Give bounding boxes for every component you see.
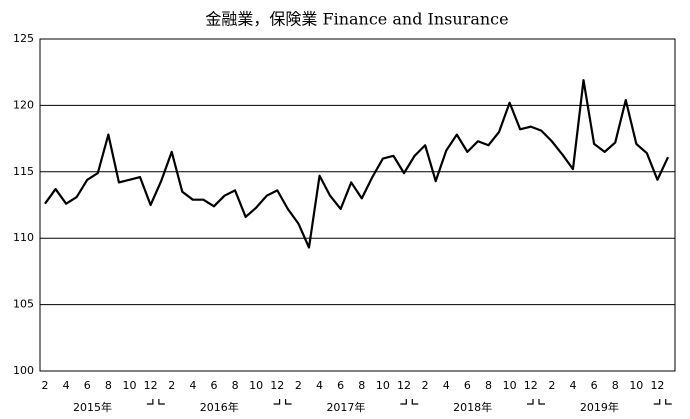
y-tick-label: 105 xyxy=(13,298,34,311)
year-separator xyxy=(653,399,672,405)
x-tick-label: 8 xyxy=(485,379,492,392)
x-tick-label: 6 xyxy=(337,379,344,392)
x-tick-label: 10 xyxy=(629,379,643,392)
chart-title: 金融業，保険業 Finance and Insurance xyxy=(205,10,508,29)
year-separator xyxy=(527,399,546,405)
y-tick-label: 125 xyxy=(13,32,34,45)
y-tick-label: 115 xyxy=(13,165,34,178)
year-label: 2016年 xyxy=(200,400,239,414)
x-tick-label: 12 xyxy=(144,379,158,392)
year-separator xyxy=(146,399,165,405)
x-tick-label: 8 xyxy=(105,379,112,392)
x-tick-label: 12 xyxy=(270,379,284,392)
x-tick-label: 10 xyxy=(503,379,517,392)
x-tick-label: 4 xyxy=(63,379,70,392)
x-tick-label: 8 xyxy=(232,379,239,392)
year-label: 2017年 xyxy=(326,400,365,414)
x-tick-label: 6 xyxy=(84,379,91,392)
x-tick-label: 4 xyxy=(443,379,450,392)
x-tick-label: 4 xyxy=(189,379,196,392)
year-separator xyxy=(400,399,419,405)
x-tick-label: 2 xyxy=(422,379,429,392)
year-separator xyxy=(273,399,292,405)
y-tick-label: 110 xyxy=(13,231,34,244)
data-line xyxy=(44,79,669,249)
x-tick-label: 12 xyxy=(650,379,664,392)
x-tick-label: 6 xyxy=(464,379,471,392)
year-label: 2019年 xyxy=(580,400,619,414)
x-tick-label: 8 xyxy=(358,379,365,392)
y-tick-label: 100 xyxy=(13,364,34,377)
x-tick-label: 10 xyxy=(122,379,136,392)
x-tick-label: 10 xyxy=(376,379,390,392)
x-tick-label: 12 xyxy=(524,379,538,392)
x-tick-label: 2 xyxy=(295,379,302,392)
x-tick-label: 4 xyxy=(569,379,576,392)
x-tick-label: 4 xyxy=(316,379,323,392)
x-tick-label: 12 xyxy=(397,379,411,392)
x-tick-label: 8 xyxy=(612,379,619,392)
x-tick-label: 2 xyxy=(42,379,49,392)
x-tick-label: 2 xyxy=(548,379,555,392)
x-tick-label: 2 xyxy=(168,379,175,392)
year-label: 2015年 xyxy=(73,400,112,414)
x-tick-label: 6 xyxy=(591,379,598,392)
x-tick-label: 6 xyxy=(210,379,217,392)
year-label: 2018年 xyxy=(453,400,492,414)
y-tick-label: 120 xyxy=(13,98,34,111)
plot-frame xyxy=(39,38,676,372)
x-tick-label: 10 xyxy=(249,379,263,392)
